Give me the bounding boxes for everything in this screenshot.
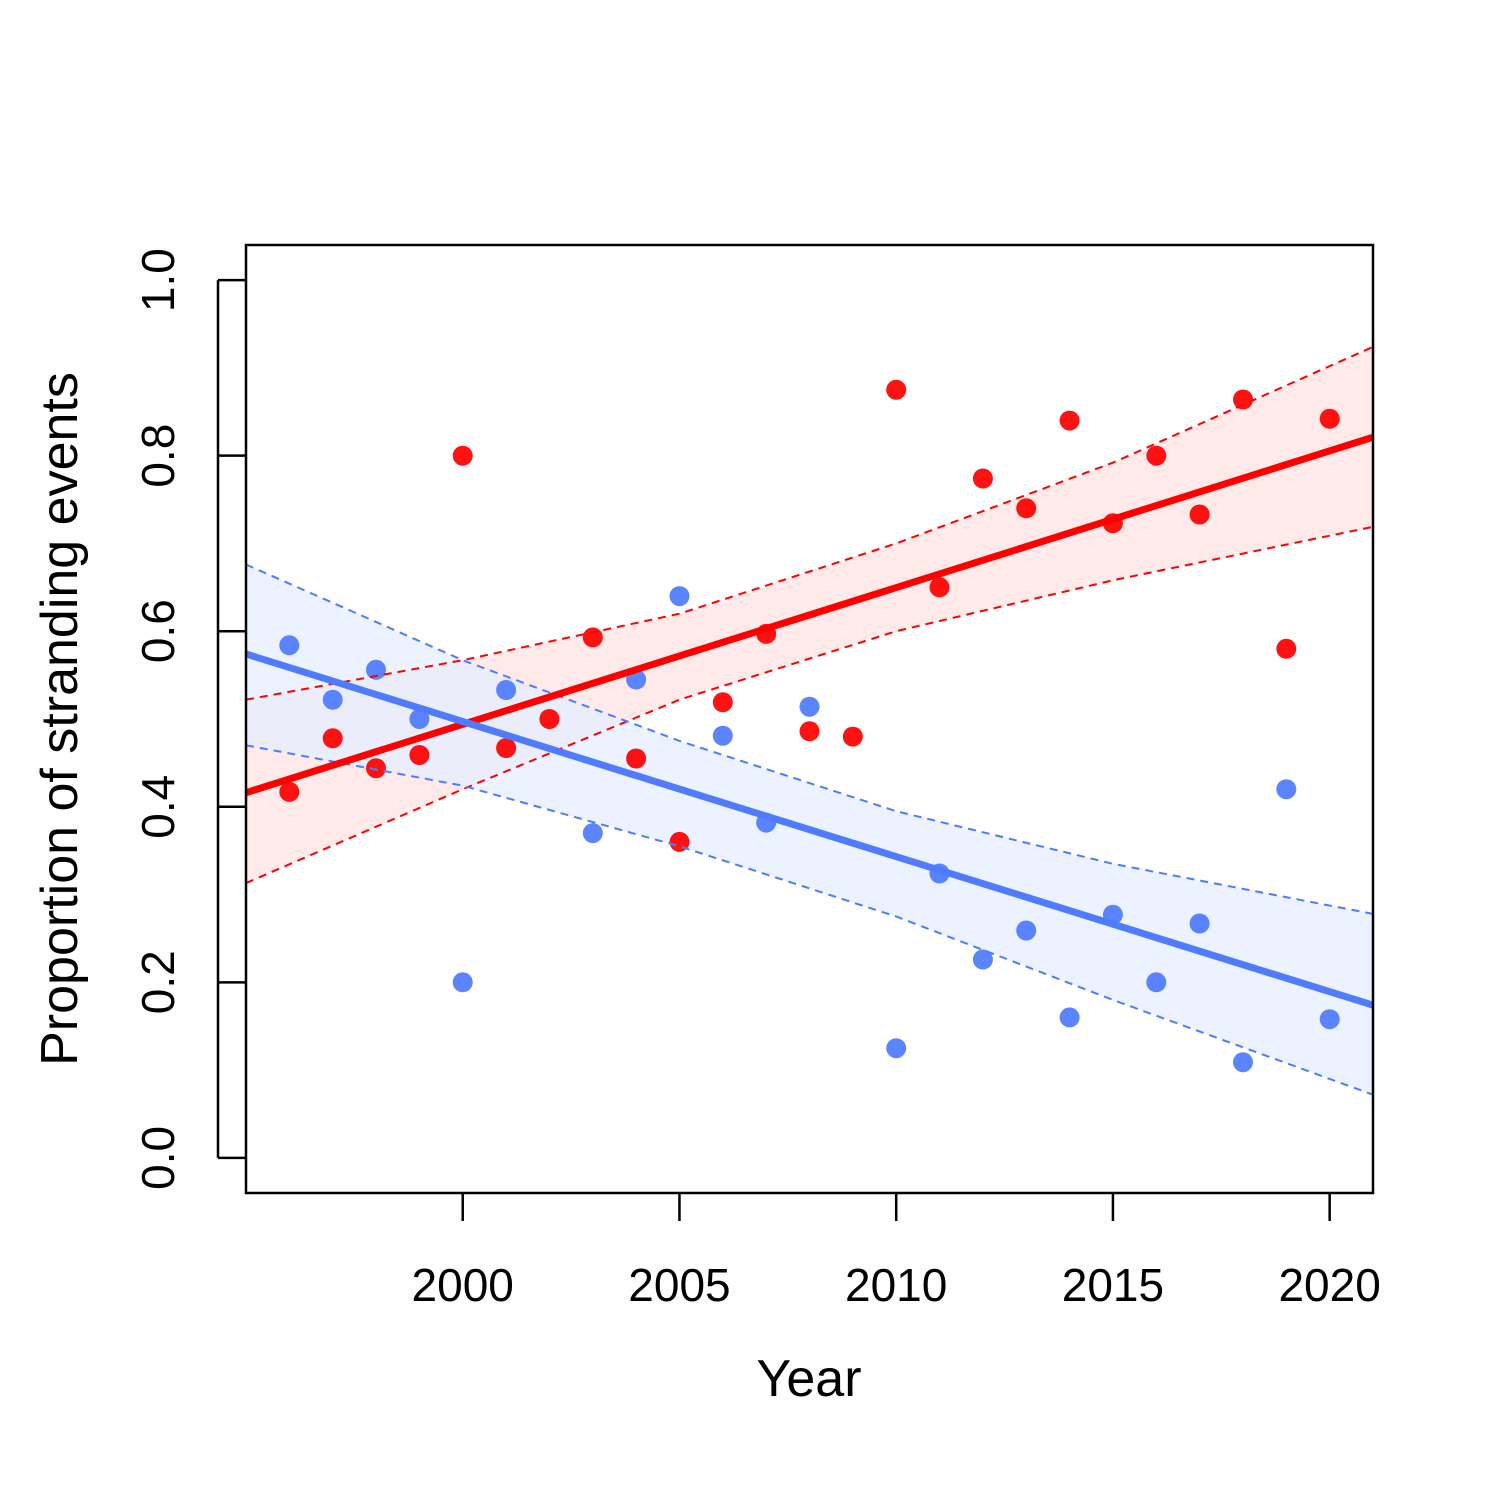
data-point-series-0 [1276,638,1297,659]
confidence-lines [246,345,1373,1096]
data-point-series-0 [712,692,733,713]
data-point-series-0 [409,745,430,765]
data-points [279,379,1340,1073]
data-point-series-0 [582,627,603,648]
data-point-series-1 [279,635,300,656]
x-tick-label: 2020 [1278,1259,1380,1311]
data-point-series-1 [582,823,603,844]
axes: 2000 2005 2010 2015 2020 0.0 0.2 0.4 0.6 0.8 1.0 [132,248,1381,1311]
data-point-series-0 [1059,410,1080,431]
data-point-series-1 [452,972,473,993]
x-tick-label: 2000 [412,1259,514,1311]
data-point-series-0 [279,781,300,802]
y-tick-label: 0.4 [132,775,184,839]
y-tick-label: 0.2 [132,950,184,1014]
y-tick-label: 0.6 [132,599,184,663]
ci-upper-line-1 [246,563,1373,915]
data-point-series-1 [409,709,430,729]
x-tick-label: 2015 [1062,1259,1164,1311]
y-tick-label: 1.0 [132,248,184,312]
data-point-series-1 [669,586,690,607]
data-point-series-1 [712,725,733,746]
data-point-series-0 [886,379,907,400]
data-point-series-1 [886,1038,907,1059]
data-point-series-0 [842,726,863,747]
data-point-series-1 [1319,1009,1340,1030]
trend-line-1 [246,650,1373,1009]
data-point-series-1 [972,949,993,970]
data-point-series-0 [799,721,820,742]
data-point-series-0 [322,728,343,749]
y-tick-label: 0.0 [132,1126,184,1190]
ci-lower-line-0 [246,525,1373,885]
x-axis-title: Year [756,1350,861,1408]
data-point-series-1 [1233,1052,1253,1073]
data-point-series-0 [929,577,950,598]
data-point-series-1 [1189,913,1210,934]
data-point-series-0 [1146,445,1167,466]
y-axis-title: Proportion of stranding events [31,372,89,1066]
data-point-series-0 [1233,389,1253,410]
ci-upper-line-0 [246,345,1373,701]
data-point-series-0 [626,748,647,769]
x-tick-label: 2010 [845,1259,947,1311]
trend-lines [246,433,1373,1009]
data-point-series-1 [1016,920,1037,941]
data-point-series-1 [496,680,517,700]
data-point-series-0 [366,758,386,779]
data-point-series-0 [1016,498,1037,519]
data-point-series-0 [452,445,473,466]
data-point-series-1 [1276,779,1297,800]
ci-lower-line-1 [246,744,1373,1096]
y-tick-label: 0.8 [132,424,184,488]
data-point-series-1 [1146,972,1167,993]
plot-frame [244,243,1375,1195]
data-point-series-1 [1059,1007,1080,1028]
data-point-series-0 [539,709,560,729]
trend-line-0 [246,433,1373,797]
data-point-series-0 [496,738,517,758]
data-point-series-0 [1319,408,1340,429]
x-tick-label: 2005 [628,1259,730,1311]
data-point-series-0 [1189,504,1210,525]
data-point-series-1 [366,659,386,680]
data-point-series-0 [972,468,993,489]
data-point-series-1 [322,689,343,710]
data-point-series-1 [799,696,820,717]
